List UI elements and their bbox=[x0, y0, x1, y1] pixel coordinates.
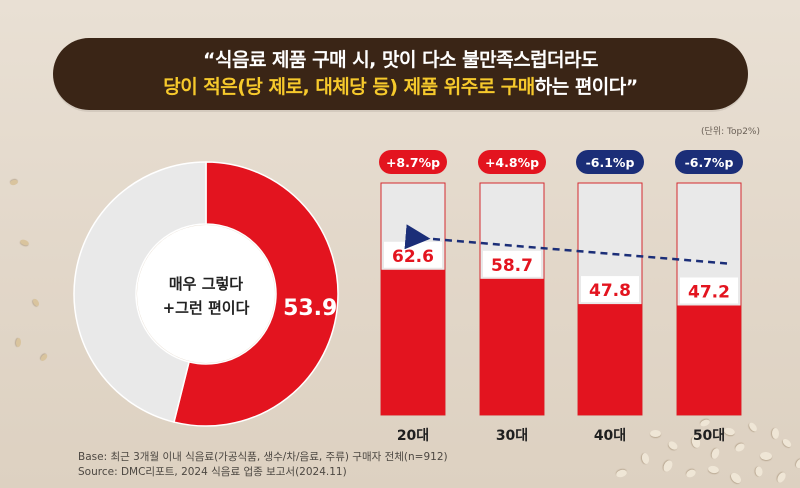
donut-center bbox=[137, 225, 275, 363]
bar-value-label: 58.7 bbox=[491, 256, 533, 276]
footnote: Base: 최근 3개월 이내 식음료(가공식품, 생수/차/음료, 주류) 구… bbox=[78, 450, 448, 480]
title-banner: “식음료 제품 구매 시, 맛이 다소 불만족스럽더라도 당이 적은(당 제로,… bbox=[53, 38, 748, 110]
title-line1: “식음료 제품 구매 시, 맛이 다소 불만족스럽더라도 bbox=[203, 49, 599, 71]
donut-chart: 53.9 매우 그렇다 +그런 편이다 bbox=[73, 161, 339, 427]
category-label: 40대 bbox=[594, 428, 626, 444]
donut-value-label: 53.9 bbox=[283, 296, 337, 321]
base-note: Base: 최근 3개월 이내 식음료(가공식품, 생수/차/음료, 주류) 구… bbox=[78, 451, 448, 463]
bar-value-label: 62.6 bbox=[392, 247, 434, 267]
bar-value-label: 47.2 bbox=[688, 282, 730, 302]
donut-center-label: 매우 그렇다 bbox=[169, 275, 243, 293]
category-label: 50대 bbox=[693, 428, 725, 444]
bar-value-box bbox=[483, 250, 541, 277]
bar-chart: 62.6 +8.7%p 20대 58.7 +4.8%p 30대 47.8 -6.1%p 40대 4… bbox=[379, 150, 743, 444]
trend-arrow bbox=[404, 224, 728, 265]
donut-center-label: +그런 편이다 bbox=[163, 299, 250, 317]
rice-grain bbox=[650, 430, 661, 437]
diff-badge-label: -6.7%p bbox=[685, 155, 734, 170]
diff-badge-label: +4.8%p bbox=[485, 155, 539, 170]
title-line2-tail: 하는 편이다” bbox=[534, 76, 639, 98]
bar-value-label: 47.8 bbox=[589, 281, 631, 301]
diff-badge bbox=[478, 150, 546, 174]
unit-note: (단위: Top2%) bbox=[701, 127, 760, 137]
diff-badge bbox=[675, 150, 743, 174]
bar-fill bbox=[677, 305, 741, 415]
donut-slice-rest bbox=[73, 161, 207, 423]
bar-value-box bbox=[581, 276, 639, 303]
title-highlight: 당이 적은(당 제로, 대체당 등) 제품 위주로 구매 bbox=[163, 76, 535, 98]
diff-badge bbox=[576, 150, 644, 174]
donut-slice-agree bbox=[173, 161, 339, 427]
diff-badge bbox=[379, 150, 447, 174]
bar-fill bbox=[578, 304, 642, 415]
bar-fill bbox=[480, 278, 544, 415]
title-line2: 당이 적은(당 제로, 대체당 등) 제품 위주로 구매하는 편이다” bbox=[163, 74, 638, 101]
bar-fill bbox=[381, 269, 445, 415]
diff-badge-label: -6.1%p bbox=[586, 155, 635, 170]
diff-badge-label: +8.7%p bbox=[386, 155, 440, 170]
source-note: Source: DMC리포트, 2024 식음료 업종 보고서(2024.11) bbox=[78, 466, 347, 478]
category-label: 20대 bbox=[397, 428, 429, 444]
bar-value-box bbox=[680, 277, 738, 304]
category-label: 30대 bbox=[496, 428, 528, 444]
